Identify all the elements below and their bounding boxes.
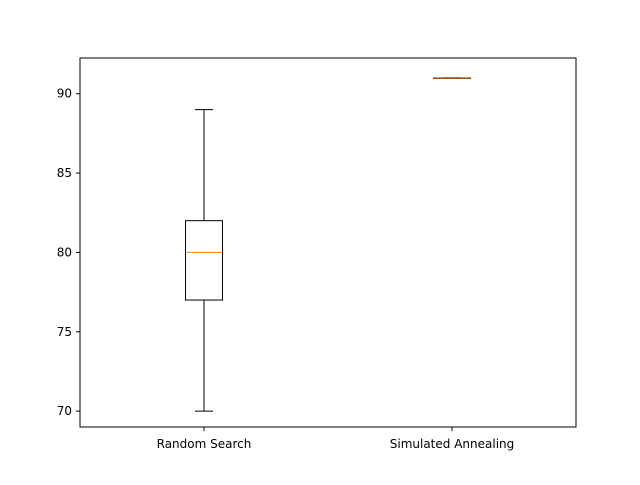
x-tick-label: Simulated Annealing [390, 437, 515, 451]
box-random-search [185, 109, 223, 412]
y-tick-label: 75 [57, 325, 72, 339]
plot-area [79, 57, 577, 428]
box-simulated-annealing [433, 77, 471, 79]
y-tick-label: 80 [57, 245, 72, 259]
y-tick-label: 90 [57, 87, 72, 101]
box-series [185, 77, 471, 412]
y-tick-label: 70 [57, 404, 72, 418]
iqr-box [185, 220, 223, 301]
x-axis: Random Search Simulated Annealing [157, 427, 515, 451]
x-tick-label: Random Search [157, 437, 252, 451]
y-tick-label: 85 [57, 166, 72, 180]
y-axis: 70 75 80 85 90 [57, 87, 80, 418]
